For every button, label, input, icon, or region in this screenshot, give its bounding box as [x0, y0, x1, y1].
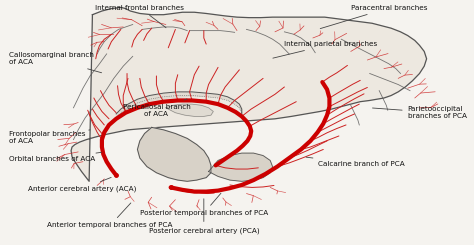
Text: Paracentral branches: Paracentral branches: [320, 5, 427, 29]
Text: Callosomarginal branch
of ACA: Callosomarginal branch of ACA: [9, 52, 101, 73]
Text: Frontopolar branches
of ACA: Frontopolar branches of ACA: [9, 130, 90, 144]
Text: Pericallosal branch
of ACA: Pericallosal branch of ACA: [123, 99, 190, 117]
Text: Posterior temporal branches of PCA: Posterior temporal branches of PCA: [140, 193, 268, 216]
Polygon shape: [71, 7, 427, 181]
Text: Orbital branches of ACA: Orbital branches of ACA: [9, 152, 101, 162]
Text: Posterior cerebral artery (PCA): Posterior cerebral artery (PCA): [148, 199, 259, 233]
Polygon shape: [166, 104, 213, 116]
Text: Internal parietal branches: Internal parietal branches: [273, 41, 378, 58]
Text: Internal frontal branches: Internal frontal branches: [95, 5, 184, 28]
Text: Calcarine branch of PCA: Calcarine branch of PCA: [306, 157, 404, 167]
Text: Anterior cerebral artery (ACA): Anterior cerebral artery (ACA): [28, 177, 137, 192]
Text: Parietooccipital
branches of PCA: Parietooccipital branches of PCA: [373, 106, 466, 119]
Text: Anterior temporal branches of PCA: Anterior temporal branches of PCA: [47, 203, 173, 228]
Polygon shape: [137, 127, 211, 181]
Polygon shape: [209, 153, 273, 181]
